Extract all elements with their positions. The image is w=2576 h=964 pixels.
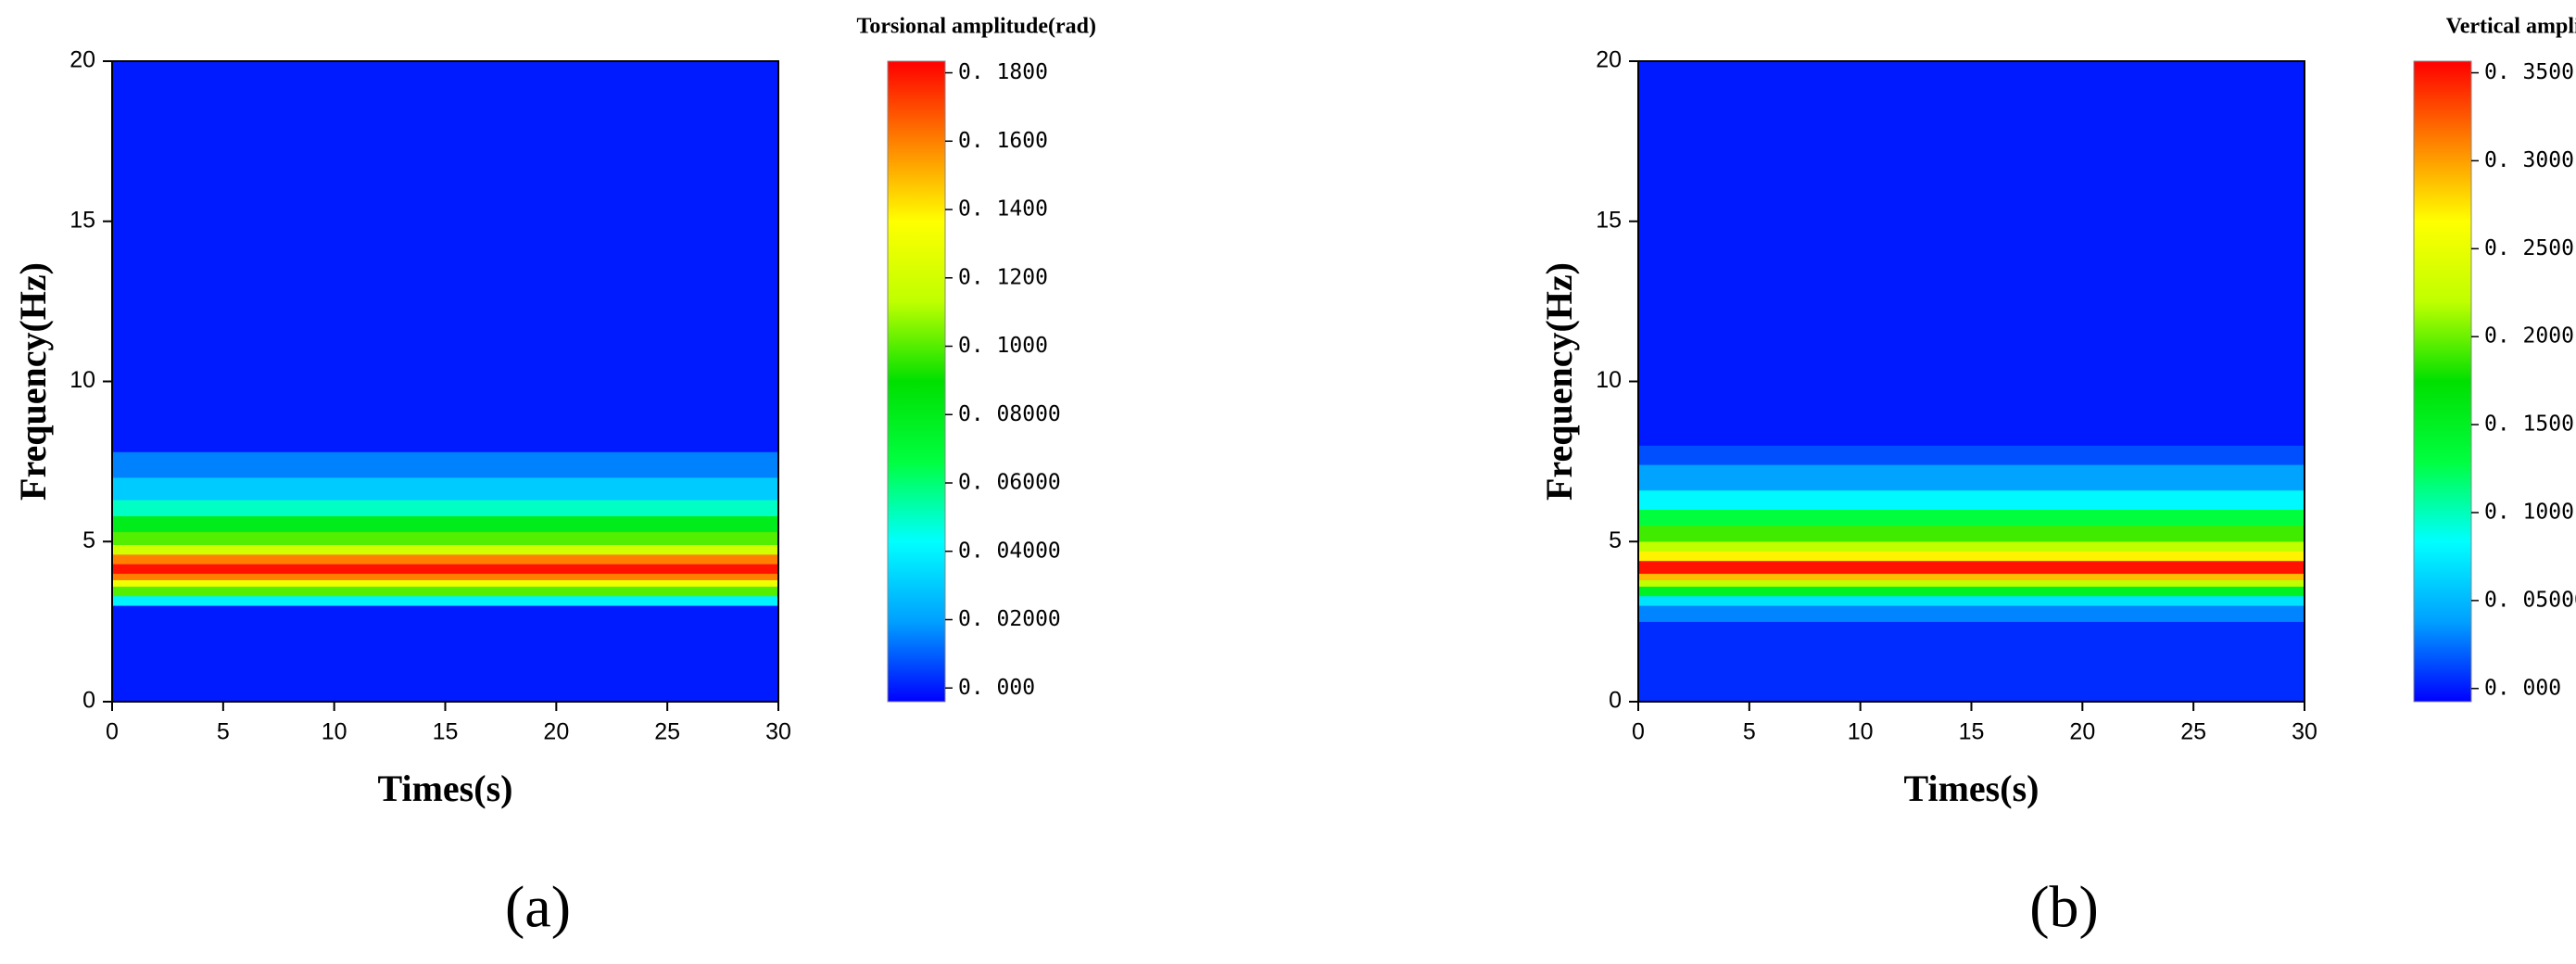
y-tick-label: 5 — [1609, 527, 1622, 553]
heat-cell — [1637, 464, 2305, 491]
x-tick-label: 30 — [2292, 719, 2317, 745]
heat-cell — [1637, 595, 2305, 606]
colorbar-title: Vertical amplitude — [2446, 15, 2576, 39]
heat-cell — [1637, 605, 2305, 622]
heat-cell — [111, 605, 779, 703]
x-axis-title: Times(s) — [378, 767, 513, 809]
y-tick-label: 15 — [1596, 207, 1622, 233]
heat-cell — [111, 586, 779, 597]
y-axis-title: Frequency(Hz) — [1538, 262, 1580, 501]
colorbar-tick-label: 0. 2500 — [2484, 236, 2574, 260]
x-axis-title: Times(s) — [1904, 767, 2039, 809]
colorbar-tick-label: 0. 1800 — [958, 60, 1048, 84]
heat-cell — [1637, 579, 2305, 587]
colorbar-title: Torsional amplitude(rad) — [857, 15, 1096, 39]
x-tick-label: 0 — [1632, 719, 1645, 745]
heat-cell — [1637, 445, 2305, 465]
heat-cell — [111, 515, 779, 533]
colorbar-tick-label: 0. 08000 — [958, 402, 1061, 426]
heat-cell — [1637, 560, 2305, 575]
x-tick-label: 15 — [1959, 719, 1985, 745]
y-tick-label: 10 — [69, 367, 95, 393]
colorbar — [887, 60, 946, 703]
heat-cell — [111, 573, 779, 580]
heat-cell — [111, 579, 779, 587]
heat-cell — [111, 531, 779, 545]
heat-cell — [1637, 489, 2305, 510]
colorbar — [2413, 60, 2472, 703]
x-tick-label: 10 — [1848, 719, 1874, 745]
x-tick-label: 25 — [2180, 719, 2206, 745]
y-tick-label: 5 — [82, 527, 95, 553]
x-tick-label: 5 — [217, 719, 230, 745]
x-tick-label: 10 — [322, 719, 347, 745]
colorbar-tick-label: 0. 1600 — [958, 129, 1048, 153]
heat-cell — [111, 500, 779, 516]
colorbar-tick-label: 0. 04000 — [958, 539, 1061, 563]
colorbar-tick-label: 0. 1000 — [958, 334, 1048, 358]
heat-cell — [1637, 586, 2305, 597]
colorbar-tick-label: 0. 3500 — [2484, 60, 2574, 84]
heat-cell — [111, 544, 779, 555]
heat-cell — [1637, 573, 2305, 580]
heat-cell — [111, 553, 779, 564]
heat-cell — [1637, 525, 2305, 542]
colorbar-tick-label: 0. 3000 — [2484, 148, 2574, 172]
heat-cell — [1637, 551, 2305, 562]
y-tick-label: 10 — [1596, 367, 1622, 393]
colorbar-tick-label: 0. 1200 — [958, 265, 1048, 289]
x-tick-label: 20 — [543, 719, 569, 745]
y-tick-label: 20 — [1596, 47, 1622, 73]
colorbar-tick-label: 0. 2000 — [2484, 324, 2574, 349]
x-tick-label: 30 — [765, 719, 791, 745]
colorbar-tick-label: 0. 02000 — [958, 607, 1061, 631]
x-tick-label: 0 — [106, 719, 119, 745]
y-tick-label: 0 — [1609, 688, 1622, 714]
heat-cell — [1637, 509, 2305, 526]
x-tick-label: 25 — [654, 719, 680, 745]
y-tick-label: 20 — [69, 47, 95, 73]
y-tick-label: 0 — [82, 688, 95, 714]
x-tick-label: 15 — [433, 719, 459, 745]
heat-cell — [1637, 60, 2305, 446]
heat-cell — [111, 595, 779, 606]
colorbar-tick-label: 0. 1500 — [2484, 412, 2574, 437]
colorbar-tick-label: 0. 000 — [958, 676, 1035, 700]
panel-caption: (a) — [505, 874, 571, 940]
colorbar-tick-label: 0. 000 — [2484, 676, 2561, 700]
y-tick-label: 15 — [69, 207, 95, 233]
y-axis-title: Frequency(Hz) — [12, 262, 54, 501]
colorbar-tick-label: 0. 06000 — [958, 471, 1061, 495]
heat-cell — [1637, 621, 2305, 703]
colorbar-tick-label: 0. 1000 — [2484, 500, 2574, 524]
heat-cell — [1637, 541, 2305, 552]
heat-cell — [111, 60, 779, 452]
x-tick-label: 5 — [1743, 719, 1756, 745]
colorbar-tick-label: 0. 1400 — [958, 197, 1048, 222]
panel-caption: (b) — [2029, 874, 2099, 940]
heat-cell — [111, 564, 779, 575]
heat-cell — [111, 451, 779, 478]
heat-cell — [111, 476, 779, 501]
x-tick-label: 20 — [2069, 719, 2095, 745]
